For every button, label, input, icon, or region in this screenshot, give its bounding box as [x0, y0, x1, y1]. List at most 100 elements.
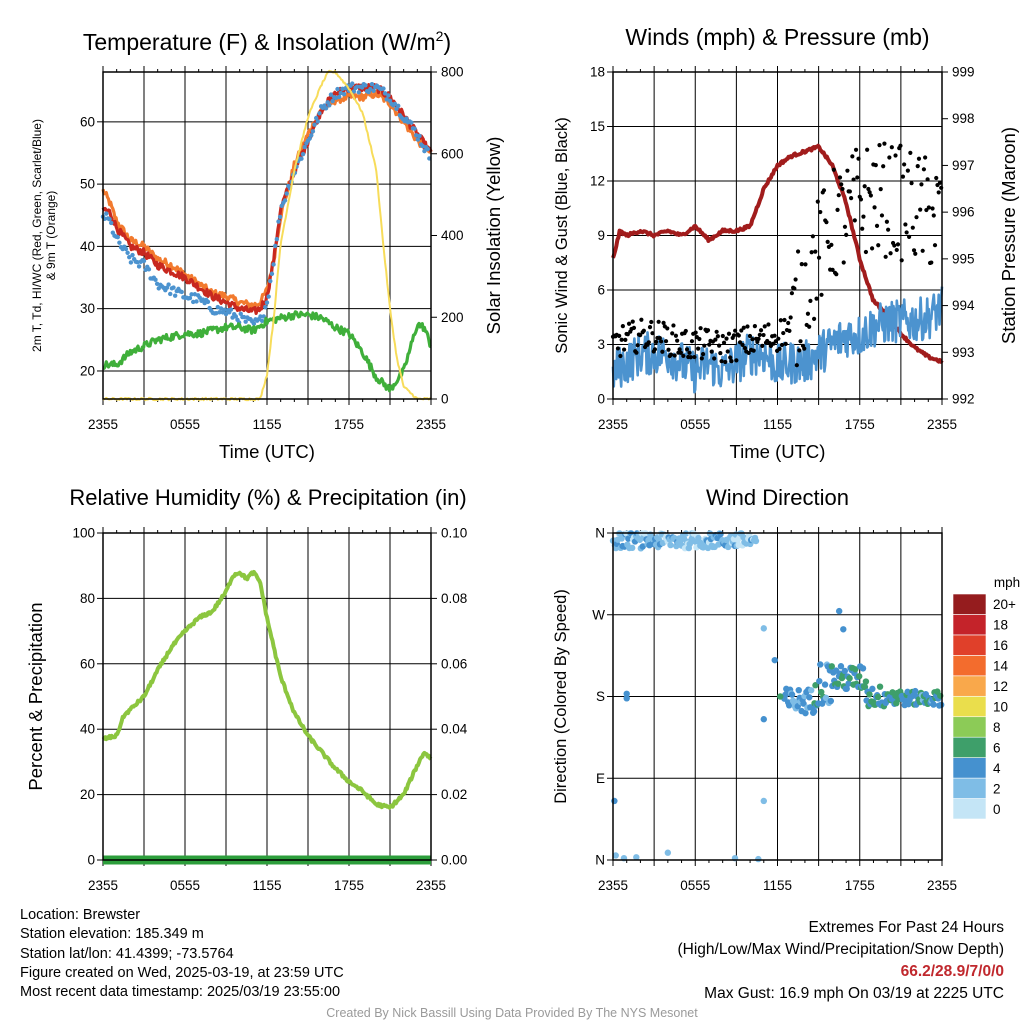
- gust-point: [657, 336, 662, 341]
- gust-point: [794, 363, 799, 368]
- y-axis-label-line: & 9m T (Orange): [44, 191, 58, 281]
- y-tick-label-left: 3: [597, 337, 605, 352]
- gust-point: [803, 262, 808, 267]
- gust-point: [853, 147, 859, 152]
- windchill-point: [200, 297, 206, 302]
- gust-point: [762, 324, 767, 329]
- direction-point: [876, 683, 884, 690]
- direction-point: [623, 695, 630, 702]
- gust-point: [673, 333, 679, 338]
- gust-point: [729, 358, 734, 364]
- direction-point: [667, 541, 674, 549]
- windchill-point: [117, 240, 122, 245]
- y-tick-label-left: 0: [87, 853, 95, 868]
- windchill-point: [350, 81, 355, 86]
- gust-point: [814, 296, 819, 301]
- gust-point: [861, 214, 866, 219]
- windchill-point: [217, 310, 222, 315]
- gust-point: [793, 277, 798, 282]
- y-axis-label-left: Direction (Colored By Speed): [552, 589, 570, 804]
- gust-point: [649, 319, 654, 325]
- x-tick-label: 1155: [763, 878, 792, 893]
- y-tick-label-left: 60: [80, 656, 95, 671]
- gust-point: [777, 346, 782, 351]
- gust-point: [619, 337, 624, 342]
- windchill-point: [259, 318, 265, 323]
- elevation-text: Station elevation: 185.349 m: [20, 926, 204, 943]
- gust-point: [798, 339, 803, 344]
- series-yellow: [102, 69, 432, 402]
- gust-point: [779, 342, 785, 348]
- gust-point: [918, 207, 923, 212]
- gust-point: [867, 190, 872, 195]
- extremes-values: 66.2/28.9/7/0/0: [900, 963, 1004, 980]
- y-tick-label-left: N: [595, 526, 605, 541]
- gust-point: [844, 232, 849, 237]
- gust-point: [675, 338, 680, 343]
- direction-point: [821, 681, 829, 688]
- y-tick-label-right: 997: [952, 158, 975, 173]
- windchill-point: [396, 103, 401, 109]
- direction-point: [861, 683, 869, 691]
- x-tick-label: 2355: [88, 417, 118, 432]
- legend-swatch: [952, 655, 987, 677]
- gust-point: [937, 180, 943, 185]
- windchill-point: [386, 93, 391, 98]
- gust-point: [842, 224, 848, 229]
- windchill-point: [302, 144, 307, 150]
- y-tick-label-left: 20: [80, 787, 95, 802]
- windchill-point: [314, 115, 319, 121]
- gust-point: [907, 234, 912, 239]
- y-axis-label-line: 2m T, Td, HI/WC (Red, Green, Scarlet/Blu…: [30, 119, 44, 352]
- windchill-point: [356, 90, 362, 95]
- gust-point: [810, 234, 815, 239]
- gust-point: [734, 358, 739, 363]
- gust-point: [739, 328, 744, 333]
- windchill-point: [323, 106, 329, 111]
- y-axis-label-text: Solar Insolation (Yellow): [483, 137, 504, 335]
- gust-point: [724, 336, 729, 341]
- windchill-point: [168, 291, 173, 297]
- y-axis-label-left: Sonic Wind & Gust (Blue, Black): [553, 117, 571, 354]
- y-axis-label-right: Solar Insolation (Yellow): [483, 137, 504, 335]
- legend-label: 2: [993, 781, 1001, 796]
- gust-point: [788, 315, 793, 320]
- gust-point: [741, 325, 746, 330]
- legend-swatch: [952, 716, 987, 738]
- gust-point: [663, 339, 669, 344]
- windchill-point: [153, 277, 158, 282]
- gust-point: [747, 333, 753, 339]
- windchill-point: [415, 137, 421, 142]
- windchill-point: [312, 122, 317, 127]
- gust-point: [792, 286, 797, 291]
- y-tick-label-right: 0.02: [441, 787, 467, 802]
- direction-point: [937, 701, 945, 709]
- credit-text: Created By Nick Bassill Using Data Provi…: [326, 1006, 698, 1020]
- gust-point: [698, 326, 703, 331]
- gust-point: [654, 339, 659, 344]
- windchill-point: [300, 151, 306, 157]
- direction-point: [795, 686, 802, 694]
- gust-point: [731, 333, 737, 338]
- gust-point: [872, 205, 877, 210]
- gust-point: [723, 359, 728, 365]
- windchill-point: [341, 91, 347, 97]
- direction-point: [852, 666, 859, 673]
- direction-point: [686, 540, 693, 548]
- y-tick-label-right: 0.06: [441, 656, 467, 671]
- windchill-point: [156, 286, 161, 291]
- gust-point: [802, 346, 807, 351]
- gust-point: [718, 350, 723, 356]
- gust-point: [831, 167, 836, 172]
- windchill-point: [409, 120, 414, 125]
- gust-point: [733, 328, 738, 333]
- gust-point: [898, 143, 903, 148]
- windchill-point: [381, 86, 386, 91]
- legend-label: 20+: [993, 597, 1016, 612]
- windchill-point: [284, 191, 289, 196]
- windchill-point: [271, 262, 276, 267]
- gust-point: [878, 187, 883, 192]
- gust-point: [659, 339, 664, 344]
- gust-point: [910, 225, 915, 230]
- y-tick-label-right: 0.08: [441, 591, 467, 606]
